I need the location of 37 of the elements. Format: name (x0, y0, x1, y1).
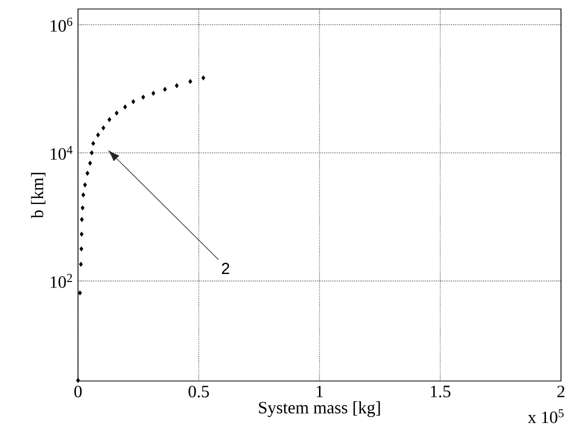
point (188, 79, 192, 84)
point (163, 86, 167, 92)
point (80, 217, 84, 222)
y-tick-label: 10$^{4}$ (50, 146, 72, 160)
point (83, 182, 87, 188)
x-tick-label: 0.5 (188, 386, 209, 398)
point (201, 75, 206, 80)
point (91, 141, 96, 146)
x-tick-label: 1 (316, 386, 323, 398)
point (131, 99, 136, 104)
x-tick-label: 1.5 (430, 386, 450, 398)
x-tick-label: 0 (74, 386, 82, 398)
point (141, 94, 146, 100)
point (78, 290, 82, 296)
point (86, 170, 90, 176)
point (96, 132, 100, 138)
point (88, 160, 92, 166)
annotation: 2 (222, 262, 230, 274)
point (79, 262, 83, 267)
y-tick-label: 10$^{2}$ (50, 274, 72, 288)
x-axis-title: System mass [kg] (259, 401, 380, 418)
point (108, 117, 112, 122)
point (81, 192, 86, 198)
point (123, 104, 127, 110)
point (80, 206, 84, 210)
x-tick-label: 2 (557, 386, 564, 398)
point (80, 232, 84, 237)
y-axis-title: b [km] (31, 172, 46, 218)
point (114, 110, 119, 116)
point (90, 150, 94, 156)
y-tick-label: 10$^{6}$ (50, 18, 72, 32)
point (174, 83, 179, 88)
point (76, 378, 80, 383)
point (80, 246, 84, 252)
point (101, 125, 106, 130)
point (151, 90, 156, 96)
text: x 10$^{5}$ (528, 409, 564, 424)
